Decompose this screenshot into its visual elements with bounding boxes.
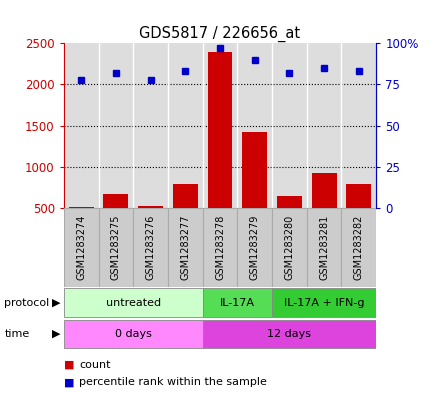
Text: GSM1283276: GSM1283276 bbox=[146, 215, 156, 280]
Bar bbox=[99, 208, 133, 287]
Text: count: count bbox=[79, 360, 111, 370]
Bar bbox=[203, 320, 376, 348]
Text: ■: ■ bbox=[64, 360, 74, 370]
Bar bbox=[272, 288, 376, 317]
Bar bbox=[133, 208, 168, 287]
Bar bbox=[173, 184, 198, 208]
Text: GSM1283282: GSM1283282 bbox=[354, 215, 364, 280]
Text: time: time bbox=[4, 329, 29, 339]
Bar bbox=[272, 208, 307, 287]
Bar bbox=[203, 208, 237, 287]
Text: GSM1283277: GSM1283277 bbox=[180, 215, 190, 280]
Text: GSM1283278: GSM1283278 bbox=[215, 215, 225, 280]
Bar bbox=[203, 288, 272, 317]
Text: ■: ■ bbox=[64, 377, 74, 387]
Text: GSM1283281: GSM1283281 bbox=[319, 215, 329, 280]
Bar bbox=[208, 52, 232, 208]
Text: 12 days: 12 days bbox=[268, 329, 312, 339]
Bar bbox=[237, 208, 272, 287]
Text: untreated: untreated bbox=[106, 298, 161, 308]
Text: GSM1283279: GSM1283279 bbox=[250, 215, 260, 280]
Bar bbox=[64, 288, 203, 317]
Text: percentile rank within the sample: percentile rank within the sample bbox=[79, 377, 267, 387]
Bar bbox=[277, 196, 302, 208]
Text: ▶: ▶ bbox=[52, 329, 60, 339]
Text: protocol: protocol bbox=[4, 298, 50, 308]
Bar bbox=[346, 184, 371, 208]
Bar bbox=[64, 208, 99, 287]
Bar bbox=[64, 320, 203, 348]
Text: GSM1283274: GSM1283274 bbox=[76, 215, 86, 280]
Bar bbox=[341, 208, 376, 287]
Text: GSM1283275: GSM1283275 bbox=[111, 215, 121, 280]
Text: GSM1283280: GSM1283280 bbox=[284, 215, 294, 280]
Bar bbox=[168, 208, 203, 287]
Title: GDS5817 / 226656_at: GDS5817 / 226656_at bbox=[139, 26, 301, 42]
Text: IL-17A + IFN-g: IL-17A + IFN-g bbox=[284, 298, 364, 308]
Text: ▶: ▶ bbox=[52, 298, 60, 308]
Text: IL-17A: IL-17A bbox=[220, 298, 255, 308]
Bar bbox=[307, 208, 341, 287]
Text: 0 days: 0 days bbox=[115, 329, 152, 339]
Bar bbox=[103, 194, 128, 208]
Bar bbox=[312, 173, 337, 208]
Bar bbox=[138, 206, 163, 208]
Bar bbox=[242, 132, 267, 208]
